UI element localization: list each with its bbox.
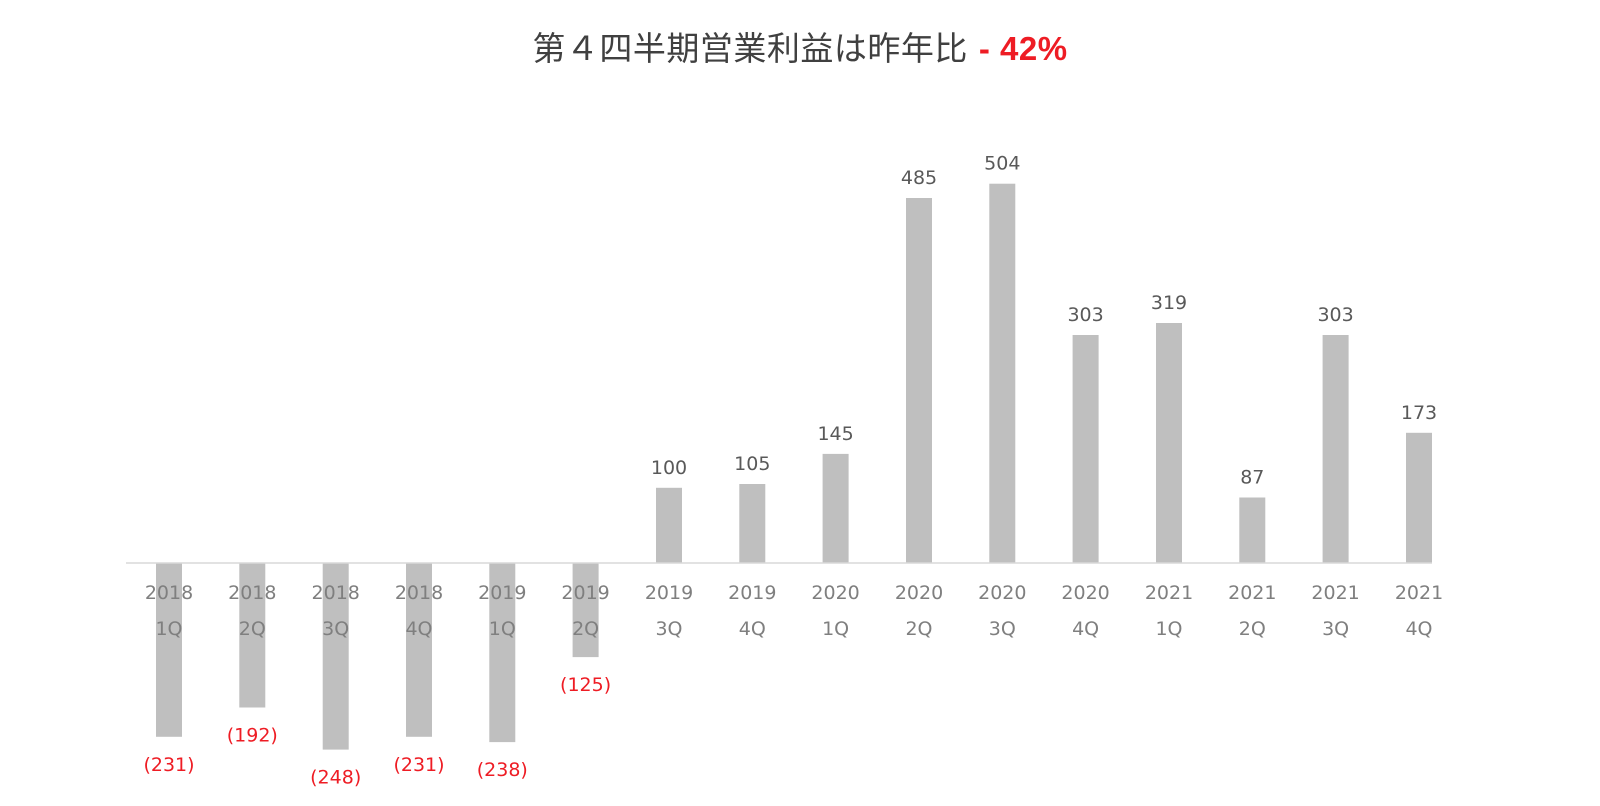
data-label: (231) [393,754,444,776]
x-tick-label: 2019 [728,582,776,604]
bar-2021-2Q [1239,497,1266,563]
x-tick-label: 2019 [561,582,609,604]
x-tick-label: 2021 [1311,582,1359,604]
x-tick-label: 2Q [1239,618,1266,640]
x-tick-label: 4Q [405,618,432,640]
x-tick-label: 3Q [655,618,682,640]
x-tick-label: 2019 [645,582,693,604]
bar-2018-4Q [406,563,432,737]
bar-2019-3Q [656,487,682,564]
x-tick-label: 2Q [239,618,266,640]
data-label: (238) [477,759,528,781]
x-tick-label: 1Q [822,618,849,640]
x-tick-label: 2018 [312,582,360,604]
x-tick-label: 2020 [811,582,859,604]
x-tick-label: 2018 [145,582,193,604]
bar-2021-1Q [1156,323,1182,563]
x-tick-label: 1Q [155,618,182,640]
data-label: 303 [1067,304,1103,326]
bars-layer [156,183,1432,750]
x-tick-label: 2020 [1061,582,1109,604]
bar-2019-2Q [572,563,599,658]
chart-title-text: 第４四半期営業利益は昨年比 [532,29,968,68]
x-tick-label: 1Q [489,618,516,640]
data-label: 173 [1401,402,1437,424]
chart-title: 第４四半期営業利益は昨年比 - 42% [0,22,1600,70]
x-tick-label: 2021 [1395,582,1443,604]
bar-2020-4Q [1072,335,1099,563]
x-tick-label: 1Q [1155,618,1182,640]
bar-2019-1Q [489,563,516,743]
bar-2021-3Q [1322,335,1349,563]
x-tick-label: 2Q [905,618,932,640]
x-tick-label: 2021 [1145,582,1193,604]
x-tick-label: 3Q [1322,618,1349,640]
data-label: 303 [1317,304,1353,326]
chart-title-highlight: - 42% [978,30,1068,67]
x-tick-label: 2019 [478,582,526,604]
data-label: 485 [901,167,937,189]
x-tick-label: 3Q [989,618,1016,640]
x-tick-labels: 2018 1Q 2018 2Q 2018 3Q 2018 4Q 2019 1Q 2019 2Q 2019… [145,582,1443,640]
bar-2020-1Q [822,453,849,563]
data-label: (248) [310,767,361,789]
data-label: 319 [1151,292,1187,314]
bar-2020-2Q [906,198,932,563]
x-tick-label: 2018 [228,582,276,604]
bar-2020-3Q [989,183,1016,563]
bar-2018-2Q [239,563,266,708]
data-label: 504 [984,153,1020,175]
x-tick-label: 4Q [1405,618,1432,640]
x-tick-label: 4Q [1072,618,1099,640]
bar-2018-3Q [322,563,349,750]
bar-2021-4Q [1406,432,1432,563]
data-label: 100 [651,457,687,479]
data-label: 145 [817,423,853,445]
data-label: 87 [1240,467,1264,489]
x-tick-label: 2021 [1228,582,1276,604]
x-tick-label: 2018 [395,582,443,604]
x-tick-label: 2Q [572,618,599,640]
bar-2019-4Q [739,484,766,563]
x-tick-label: 3Q [322,618,349,640]
x-tick-label: 2020 [895,582,943,604]
bar-2018-1Q [156,563,182,737]
x-tick-label: 4Q [739,618,766,640]
data-label: (231) [143,754,194,776]
data-label: (125) [560,674,611,696]
x-tick-label: 2020 [978,582,1026,604]
data-labels: (231) (192) (248) (231) (238) (125) 100 105 145 4… [143,153,1437,789]
data-label: (192) [227,725,278,747]
data-label: 105 [734,453,770,475]
